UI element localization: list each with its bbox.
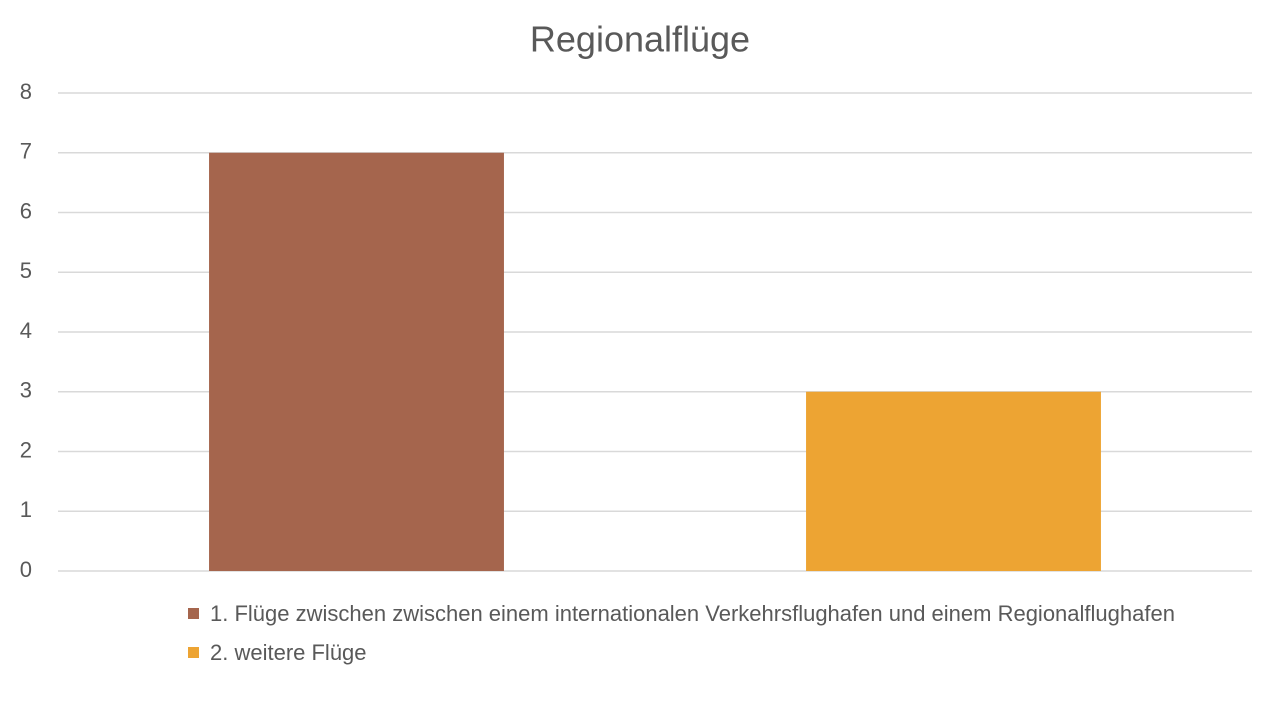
y-tick-label: 1: [20, 497, 32, 522]
y-tick-label: 0: [20, 557, 32, 582]
legend-label: 1. Flüge zwischen zwischen einem interna…: [210, 601, 1175, 626]
legend-label: 2. weitere Flüge: [210, 640, 367, 665]
legend-item: 1. Flüge zwischen zwischen einem interna…: [188, 598, 1268, 629]
legend-item: 2. weitere Flüge: [188, 637, 1268, 668]
legend: 1. Flüge zwischen zwischen einem interna…: [188, 598, 1268, 676]
y-tick-label: 3: [20, 378, 32, 403]
y-tick-label: 4: [20, 318, 32, 343]
legend-swatch: [188, 608, 199, 619]
y-tick-label: 5: [20, 258, 32, 283]
y-tick-label: 7: [20, 139, 32, 164]
y-tick-label: 2: [20, 437, 32, 462]
y-tick-label: 8: [20, 79, 32, 104]
legend-swatch: [188, 647, 199, 658]
bar: [209, 152, 504, 571]
y-tick-label: 6: [20, 198, 32, 223]
bar: [806, 391, 1101, 571]
chart-title: Regionalflüge: [530, 19, 750, 60]
